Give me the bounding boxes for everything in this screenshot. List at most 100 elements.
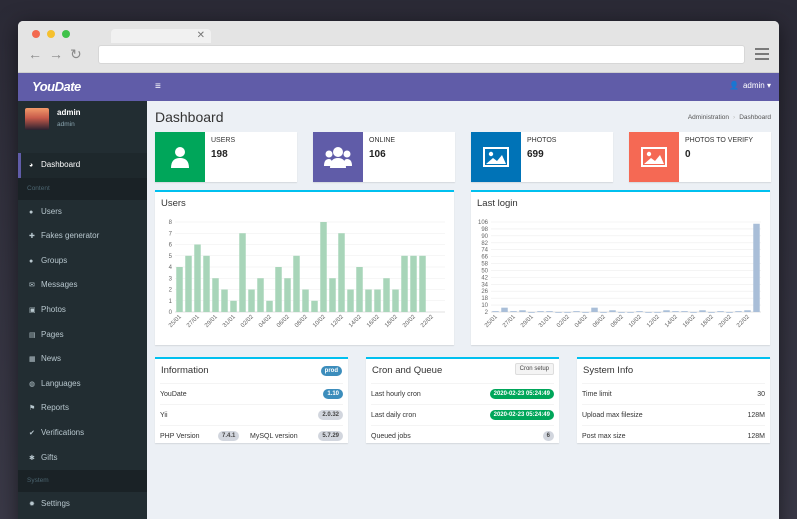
sidebar-item-photos[interactable]: ▣ Photos xyxy=(18,298,147,323)
chart-bar xyxy=(383,278,390,312)
sidebar-item-dashboard[interactable]: ◕ Dashboard xyxy=(18,153,147,178)
app-logo[interactable]: YouDate xyxy=(18,73,147,101)
sidebar-item-messages[interactable]: ✉ Messages xyxy=(18,273,147,298)
y-tick-label: 10 xyxy=(481,303,488,309)
y-tick-label: 58 xyxy=(481,262,488,268)
chart-bar xyxy=(528,312,535,313)
x-tick-label: 31/01 xyxy=(222,314,237,329)
chart-bar xyxy=(320,222,327,312)
sidebar-item-label: Dashboard xyxy=(41,160,81,169)
chart-bar xyxy=(212,278,219,312)
browser-window: ✕ ← → ↻ YouDate admin admin ◕ Dashboard C… xyxy=(18,21,779,519)
browser-menu-icon[interactable] xyxy=(755,48,769,60)
mysql-value: 5.7.29 xyxy=(318,431,343,442)
y-tick-label: 106 xyxy=(478,220,489,226)
breadcrumb: Administration › Dashboard xyxy=(687,114,771,121)
x-tick-label: 18/02 xyxy=(700,314,715,329)
sidebar-item-pages[interactable]: ▤ Pages xyxy=(18,323,147,348)
sidebar-item-label: Reports xyxy=(41,403,70,413)
top-navbar: ≡ 👤 admin ▾ xyxy=(147,73,779,101)
cron-row: Last daily cron 2020-02-23 05:24:49 xyxy=(371,404,554,425)
sidebar-item-label: Languages xyxy=(41,378,81,388)
browser-chrome: ✕ ← → ↻ xyxy=(18,21,779,73)
menu-content: ● Users ✚ Fakes generator ● Groups ✉ Messages ▣ P… xyxy=(18,200,147,471)
x-tick-label: 22/02 xyxy=(736,314,751,329)
close-window-button[interactable] xyxy=(32,30,40,38)
sidebar-item-verifications[interactable]: ✔ Verifications xyxy=(18,421,147,446)
user-menu[interactable]: 👤 admin ▾ xyxy=(729,81,771,90)
x-tick-label: 20/02 xyxy=(718,314,733,329)
cron-setup-button[interactable]: Cron setup xyxy=(514,363,554,375)
info-value: 2.0.32 xyxy=(318,410,343,421)
minimize-window-button[interactable] xyxy=(47,30,55,38)
x-tick-label: 02/02 xyxy=(240,314,255,329)
y-tick-label: 6 xyxy=(169,243,173,249)
chart-bar xyxy=(311,300,318,312)
sidebar-item-gifts[interactable]: ✱ Gifts xyxy=(18,446,147,471)
y-tick-label: 5 xyxy=(169,254,173,260)
cron-row: Queued jobs 6 xyxy=(371,425,554,446)
chart-bar xyxy=(329,278,336,312)
chart-bar xyxy=(717,311,724,312)
forward-icon[interactable]: → xyxy=(49,46,63,62)
chart-bar xyxy=(275,267,282,312)
user-menu-label: admin xyxy=(742,81,765,90)
chart-bar xyxy=(185,255,192,312)
chart-bar xyxy=(203,255,210,312)
chart-bar xyxy=(257,278,264,312)
globe-icon: ◍ xyxy=(29,380,36,388)
box-title: Cron and Queue xyxy=(372,365,443,376)
chart-bar xyxy=(410,255,417,312)
envelope-icon: ✉ xyxy=(29,282,35,290)
cron-value: 2020-02-23 05:24:49 xyxy=(489,410,554,421)
sidebar-item-settings[interactable]: ✹ Settings xyxy=(18,492,147,517)
sidebar-item-users[interactable]: ● Users xyxy=(18,200,147,225)
gift-icon: ✱ xyxy=(29,454,35,462)
cron-row: Last hourly cron 2020-02-23 05:24:49 xyxy=(371,383,554,404)
sidebar-item-groups[interactable]: ● Groups xyxy=(18,249,147,274)
sidebar-item-languages[interactable]: ◍ Languages xyxy=(18,372,147,397)
chart-bar xyxy=(176,267,183,312)
browser-tab[interactable]: ✕ xyxy=(111,29,211,43)
image-icon xyxy=(629,132,679,182)
sidebar-item-label: Settings xyxy=(41,499,70,509)
stat-value: 0 xyxy=(685,149,691,160)
x-tick-label: 14/02 xyxy=(348,314,363,329)
back-icon[interactable]: ← xyxy=(28,46,42,62)
sidebar-item-label: Verifications xyxy=(41,427,85,437)
sidebar-toggle-icon[interactable]: ≡ xyxy=(155,81,161,92)
chart-bar xyxy=(492,311,499,312)
url-bar[interactable] xyxy=(98,45,745,64)
sysinfo-value: 30 xyxy=(757,391,765,398)
x-tick-label: 31/01 xyxy=(538,314,553,329)
image-icon: ▣ xyxy=(29,306,36,314)
x-tick-label: 20/02 xyxy=(402,314,417,329)
chart-bar xyxy=(401,255,408,312)
sidebar-item-fakes-generator[interactable]: ✚ Fakes generator xyxy=(18,224,147,249)
flag-icon: ⚑ xyxy=(29,405,36,413)
x-tick-label: 04/02 xyxy=(574,314,589,329)
php-label: PHP Version xyxy=(160,433,200,440)
chart-bar xyxy=(591,307,598,312)
sysinfo-label: Post max size xyxy=(582,433,626,440)
stat-box-online: ONLINE 106 xyxy=(313,132,455,182)
php-value: 7.4.1 xyxy=(218,431,240,441)
y-tick-label: 98 xyxy=(481,227,488,233)
stat-value: 106 xyxy=(369,149,386,160)
y-tick-label: 90 xyxy=(481,234,488,240)
x-tick-label: 08/02 xyxy=(294,314,309,329)
sysinfo-label: Upload max filesize xyxy=(582,412,643,419)
maximize-window-button[interactable] xyxy=(62,30,70,38)
x-tick-label: 06/02 xyxy=(592,314,607,329)
reload-icon[interactable]: ↻ xyxy=(70,46,82,62)
dashboard-icon: ◕ xyxy=(29,162,34,169)
sidebar-item-label: Photos xyxy=(41,304,66,314)
sidebar-item-news[interactable]: ▦ News xyxy=(18,347,147,372)
breadcrumb-item[interactable]: Administration xyxy=(687,114,730,121)
menu-header-content: Content xyxy=(18,177,147,200)
sidebar-item-reports[interactable]: ⚑ Reports xyxy=(18,396,147,421)
chart-bar xyxy=(501,307,508,312)
close-tab-icon[interactable]: ✕ xyxy=(196,30,205,41)
